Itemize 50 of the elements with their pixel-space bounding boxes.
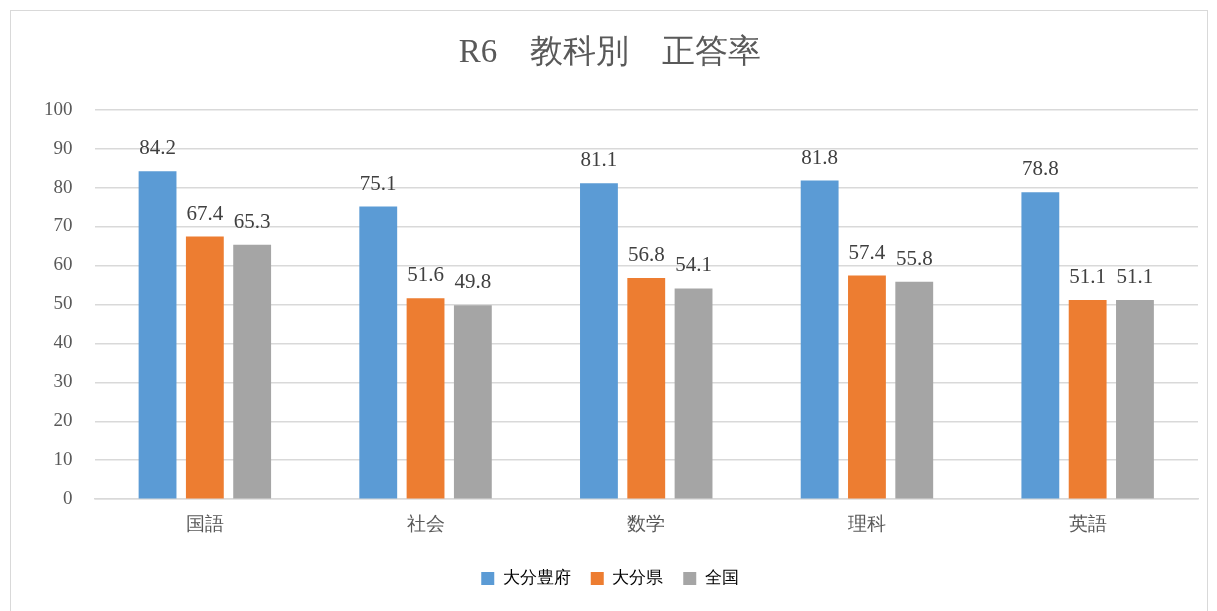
data-label: 78.8 (1021, 156, 1059, 181)
bar (233, 244, 272, 499)
bar (138, 171, 177, 499)
y-tick-label: 10 (53, 448, 73, 470)
bar (627, 277, 666, 499)
y-tick-label: 70 (53, 214, 73, 236)
data-label: 54.1 (675, 252, 712, 277)
data-label: 84.2 (139, 135, 176, 160)
data-label: 75.1 (359, 170, 397, 195)
x-tick-label: 数学 (627, 512, 666, 534)
data-label: 51.1 (1069, 264, 1107, 289)
bar (895, 281, 934, 499)
y-tick-label: 80 (53, 175, 73, 197)
bar (1116, 300, 1154, 499)
x-tick-label: 理科 (847, 512, 886, 534)
data-label: 55.8 (895, 245, 933, 270)
bar (674, 288, 713, 499)
y-tick-label: 20 (53, 409, 73, 431)
data-label: 51.1 (1116, 264, 1154, 289)
bar (359, 206, 398, 499)
bar (580, 183, 618, 499)
x-tick-label: 英語 (1068, 512, 1107, 534)
data-label: 51.6 (407, 262, 444, 287)
y-tick-label: 100 (44, 97, 73, 119)
data-label: 65.3 (233, 208, 271, 233)
y-tick-label: 0 (63, 487, 73, 509)
y-tick-label: 50 (53, 292, 73, 314)
bar (1021, 192, 1060, 499)
y-tick-label: 40 (53, 331, 73, 353)
chart-title: R6 教科別 正答率 (458, 33, 762, 70)
x-tick-label: 国語 (185, 512, 224, 534)
y-tick-label: 90 (53, 136, 73, 158)
bar (453, 305, 492, 499)
data-label: 56.8 (627, 241, 665, 266)
data-label: 49.8 (454, 269, 492, 294)
data-label: 67.4 (186, 200, 224, 225)
legend-label: 全国 (704, 566, 739, 587)
y-tick-label: 60 (53, 253, 73, 275)
legend-label: 大分県 (612, 566, 664, 587)
bar (800, 180, 839, 499)
x-tick-label: 社会 (406, 512, 445, 534)
bar (406, 298, 445, 499)
bar (848, 275, 886, 499)
bar (185, 236, 224, 499)
y-tick-label: 30 (53, 370, 73, 392)
data-label: 57.4 (848, 239, 886, 264)
bar (1068, 300, 1107, 499)
data-label: 81.8 (801, 144, 839, 169)
legend-label: 大分豊府 (502, 566, 571, 587)
data-label: 81.1 (580, 147, 618, 172)
